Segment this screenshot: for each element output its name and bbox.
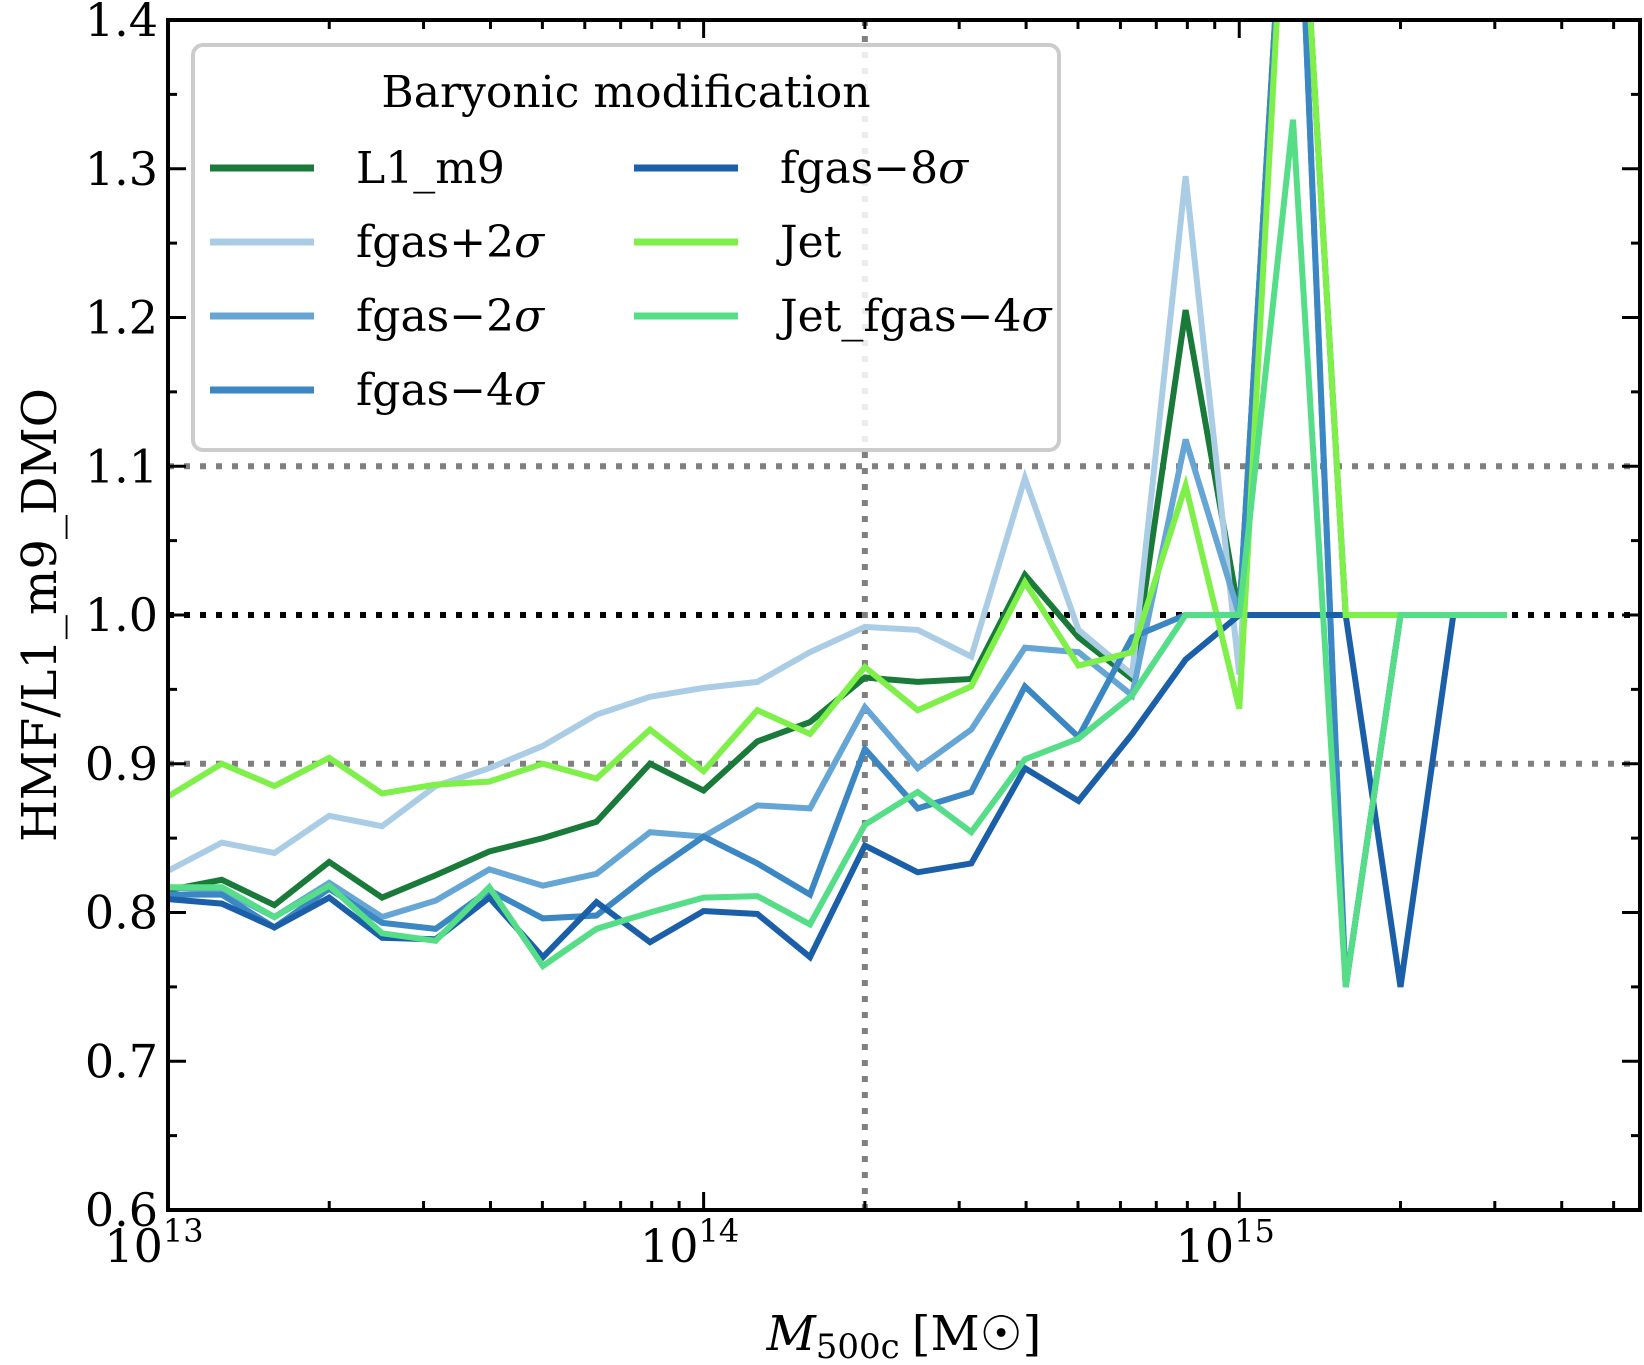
y-tick-label: 0.9 xyxy=(85,737,158,791)
legend-label-part: σ xyxy=(1021,291,1053,342)
series-line-1 xyxy=(168,20,1507,988)
series-line-4 xyxy=(168,612,1507,988)
legend-label-part: Jet_fgas−4 xyxy=(776,291,1021,342)
legend-label-part: fgas−4 xyxy=(356,365,514,416)
x-axis-label-subscript: 500c xyxy=(816,1327,900,1365)
legend-label-part: Jet xyxy=(776,217,842,268)
x-axis-label-unit: [M☉] xyxy=(912,1306,1042,1362)
reference-lines xyxy=(168,20,1640,1210)
x-tick-label: 1015 xyxy=(1176,1212,1275,1273)
data-series xyxy=(168,20,1507,988)
series-line-6 xyxy=(168,119,1507,988)
series-line-2 xyxy=(168,20,1507,988)
legend-label: fgas−2σ xyxy=(356,291,546,342)
y-tick-label: 0.7 xyxy=(85,1034,158,1088)
legend-entries: L1_m9fgas+2σfgas−2σfgas−4σfgas−8σJetJet_… xyxy=(210,143,1053,416)
y-tick-label: 1.2 xyxy=(85,291,158,345)
series-line-5 xyxy=(168,20,1507,800)
y-tick-label: 1.4 xyxy=(85,0,158,47)
x-tick-exponent: 14 xyxy=(699,1212,740,1250)
legend-label-part: fgas−8 xyxy=(780,143,938,194)
y-tick-label: 0.6 xyxy=(85,1183,158,1237)
legend-label-part: fgas+2 xyxy=(356,217,514,268)
x-tick-base: 10 xyxy=(640,1219,699,1273)
y-axis-label: HMF/L1_m9_DMO xyxy=(12,388,68,842)
x-axis-label-symbol: M xyxy=(766,1306,818,1362)
legend-label-part: σ xyxy=(514,291,546,342)
legend-label-part: σ xyxy=(514,365,546,416)
legend-title: Baryonic modification xyxy=(381,67,870,118)
x-tick-label: 1013 xyxy=(104,1212,203,1273)
x-tick-label: 1014 xyxy=(640,1212,739,1273)
y-tick-label: 1.1 xyxy=(85,439,158,493)
legend-label: fgas−8σ xyxy=(780,143,970,194)
legend-box xyxy=(191,43,1061,452)
y-tick-label: 0.8 xyxy=(85,886,158,940)
series-line-3 xyxy=(168,20,1507,988)
x-tick-exponent: 15 xyxy=(1234,1212,1275,1250)
legend-label-part: fgas−2 xyxy=(356,291,514,342)
axis-ticks xyxy=(166,18,1640,1212)
legend-label-part: σ xyxy=(938,143,970,194)
x-tick-base: 10 xyxy=(1176,1219,1235,1273)
legend-label-part: σ xyxy=(514,217,546,268)
legend-label: fgas+2σ xyxy=(356,217,546,268)
y-tick-label: 1.0 xyxy=(85,588,158,642)
legend-label: Jet_fgas−4σ xyxy=(776,291,1053,342)
x-axis-label: M500c [M☉] xyxy=(766,1306,1042,1365)
legend-label: Jet xyxy=(776,217,842,268)
y-tick-label: 1.3 xyxy=(85,142,158,196)
legend-label-part: L1_m9 xyxy=(356,143,505,194)
legend-label: fgas−4σ xyxy=(356,365,546,416)
legend-label: L1_m9 xyxy=(356,143,505,194)
legend: Baryonic modification L1_m9fgas+2σfgas−2… xyxy=(191,43,1061,452)
x-tick-exponent: 13 xyxy=(163,1212,204,1250)
x-tick-base: 10 xyxy=(104,1219,163,1273)
